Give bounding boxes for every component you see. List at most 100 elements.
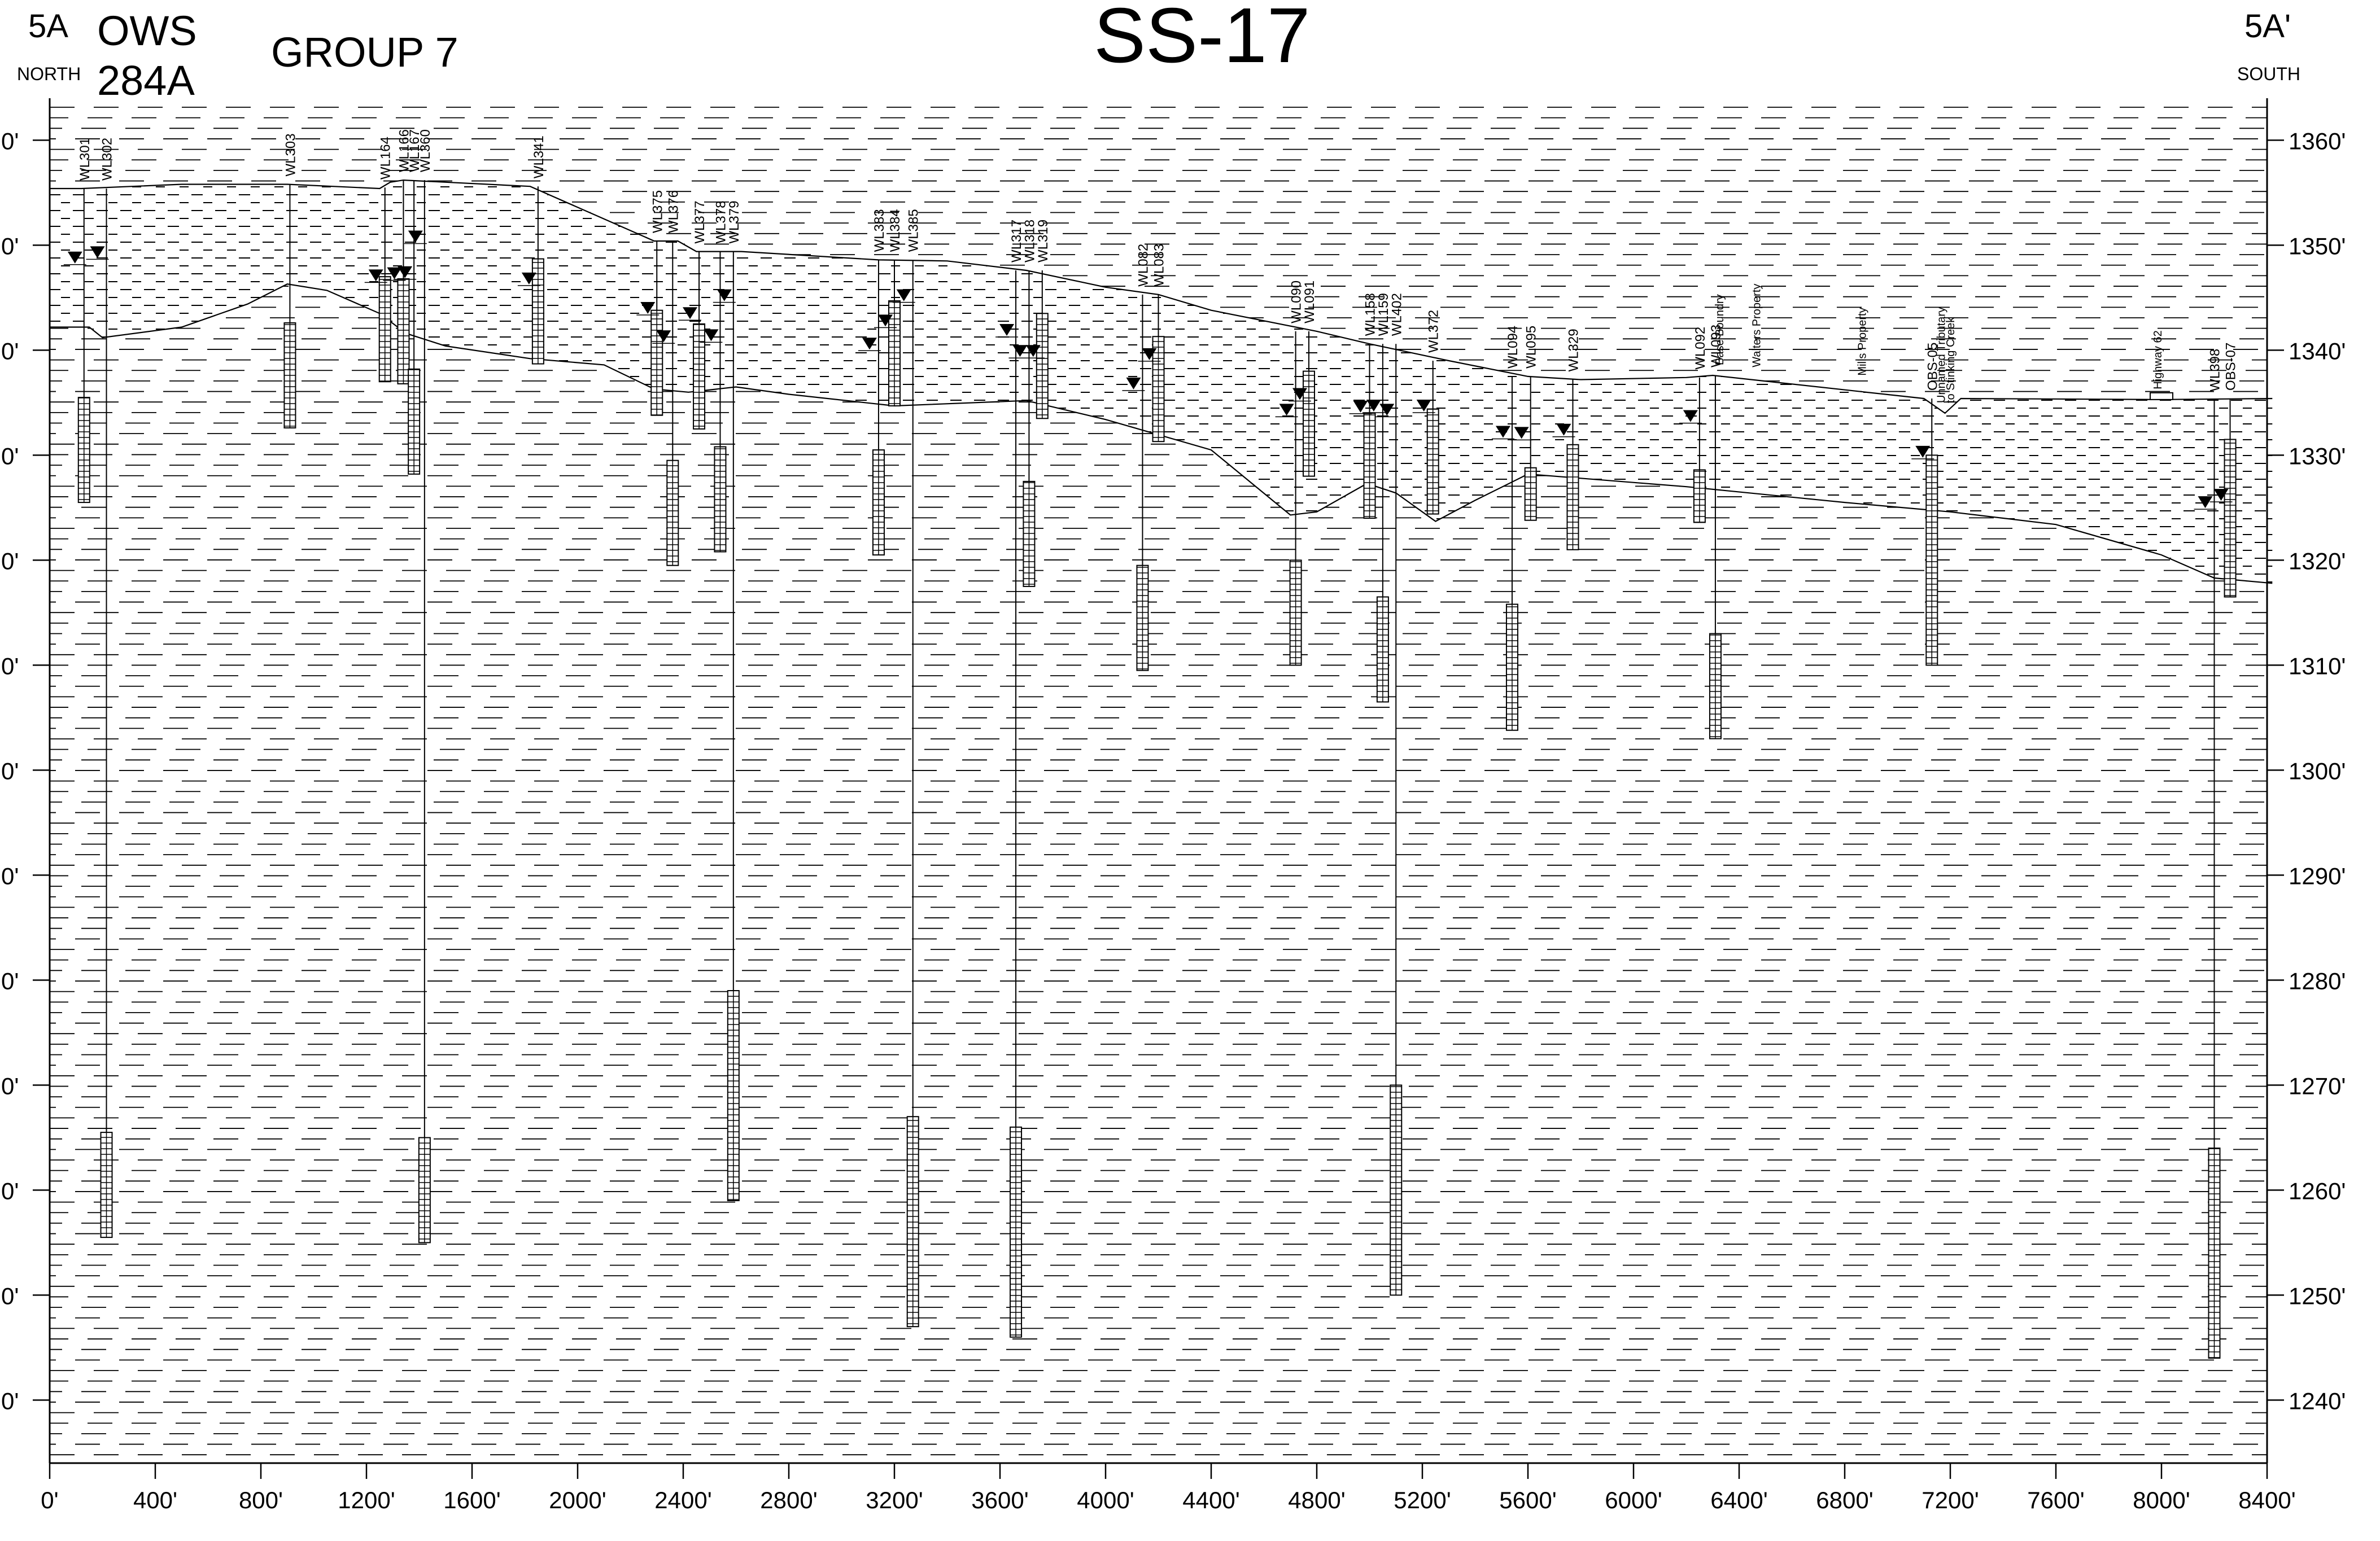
x-tick-label: 400': [133, 1487, 177, 1513]
water-level-marker: [896, 289, 911, 301]
water-level-marker: [2198, 496, 2213, 509]
well: WL372: [1412, 310, 1442, 515]
annotation: Highway 62: [2152, 330, 2164, 389]
well-label: WL302: [100, 138, 115, 181]
well: WL095: [1510, 326, 1539, 521]
x-tick-label: 7600': [2027, 1487, 2084, 1513]
well-label: WL329: [1566, 329, 1582, 371]
annotation: Base Boundry: [1714, 294, 1726, 365]
water-level-marker: [408, 230, 423, 243]
water-level-marker: [1279, 404, 1294, 416]
x-tick-label: 3600': [971, 1487, 1028, 1513]
well: WL377: [679, 201, 708, 430]
well: WL385: [892, 209, 922, 1328]
well-label: WL158: [1363, 293, 1378, 336]
x-tick-label: 6800': [1816, 1487, 1873, 1513]
well: WL094: [1491, 326, 1521, 731]
water-level-marker: [640, 302, 656, 314]
water-level-marker: [1025, 345, 1041, 357]
x-tick-label: 4800': [1288, 1487, 1345, 1513]
section-end-label: 5A': [2244, 8, 2291, 45]
water-level-marker: [521, 272, 536, 284]
well-label: OBS-07: [2224, 343, 2239, 391]
annotations: Base Boundry Walters Property Mills Proper…: [1714, 284, 2173, 403]
water-level-marker: [1379, 404, 1395, 416]
water-level-marker: [1012, 345, 1028, 357]
well: WL083: [1138, 244, 1167, 443]
x-tick-label: 5200': [1394, 1487, 1451, 1513]
well: WL302: [86, 138, 115, 1238]
well: WL383: [858, 209, 887, 556]
annotation: Mills Property: [1856, 307, 1868, 375]
well: WL164: [364, 137, 394, 383]
water-level-marker: [1292, 388, 1307, 400]
y-tick-label-right: 1250': [2289, 1282, 2346, 1309]
x-tick-label: 6000': [1605, 1487, 1662, 1513]
water-level-marker: [656, 330, 671, 343]
x-tick-label: 1200': [338, 1487, 395, 1513]
axes: 1360' 0' 1350' 0' 1340' 0' 1330' 0' 1320' 0' 1310'…: [1, 98, 2346, 1513]
annotation: to Stinking Creek: [1945, 317, 1957, 403]
well-label: WL083: [1152, 244, 1167, 287]
annotation: Walters Property: [1750, 284, 1763, 367]
water-level-marker: [1915, 445, 1931, 458]
y-tick-label-left: 0': [1, 1177, 19, 1204]
y-tick-label-left: 0': [1, 863, 19, 889]
well-label: WL092: [1693, 327, 1708, 370]
well-label: WL091: [1302, 281, 1317, 323]
x-tick-label: 0': [41, 1487, 58, 1513]
water-level-marker: [1142, 348, 1157, 360]
well: WL319: [1021, 220, 1051, 419]
well-label: WL164: [378, 137, 394, 180]
water-level-marker: [717, 289, 732, 301]
water-level-marker: [878, 314, 893, 327]
main-title: SS-17: [1094, 0, 1311, 79]
well-label: WL385: [906, 209, 922, 252]
group-label: GROUP 7: [271, 29, 458, 76]
y-tick-label-left: 0': [1, 338, 19, 364]
well-label: WL375: [650, 190, 665, 233]
annotation: Unnamed Tributary: [1936, 307, 1948, 403]
x-tick-label: 2800': [760, 1487, 817, 1513]
y-tick-label-right: 1290': [2289, 863, 2346, 889]
y-tick-label-left: 0': [1, 128, 19, 154]
well-label: WL384: [888, 209, 903, 252]
well: WL317: [995, 220, 1024, 1338]
well-label: WL379: [727, 201, 742, 244]
south-direction-label: SOUTH: [2237, 64, 2300, 84]
water-level-marker: [1683, 410, 1698, 422]
x-tick-label: 2000': [549, 1487, 606, 1513]
well-label: WL093: [1709, 325, 1724, 367]
well: WL402: [1375, 293, 1404, 1296]
x-tick-label: 8000': [2133, 1487, 2190, 1513]
water-level-marker: [90, 246, 105, 259]
well: WL360: [404, 129, 433, 1244]
annotation-label: Highway 62: [2152, 330, 2164, 389]
annotation-label: to Stinking Creek: [1945, 317, 1957, 403]
x-tick-label: 7200': [1922, 1487, 1979, 1513]
water-level-marker: [398, 266, 413, 278]
well-label: WL398: [2208, 349, 2223, 392]
water-level-marker: [387, 267, 402, 279]
x-tick-label: 5600': [1499, 1487, 1556, 1513]
water-level-marker: [1366, 399, 1381, 411]
ows-label: OWS: [97, 7, 197, 54]
water-level-marker: [999, 324, 1015, 336]
y-tick-label-left: 0': [1, 548, 19, 574]
well: WL301: [63, 138, 93, 504]
well-label: WL167: [407, 129, 422, 172]
well: WL093: [1709, 325, 1724, 739]
well: WL092: [1679, 327, 1708, 523]
water-level-marker: [704, 329, 719, 342]
annotation-label: Walters Property: [1750, 284, 1763, 367]
well: WL398: [2194, 349, 2223, 1359]
annotation-label: Base Boundry: [1714, 294, 1726, 365]
water-level-marker: [683, 307, 698, 319]
y-tick-label-right: 1330': [2289, 443, 2346, 469]
y-tick-label-right: 1300': [2289, 758, 2346, 784]
well: OBS-05: [1911, 343, 1940, 666]
annotation-label: Unnamed Tributary: [1936, 307, 1948, 403]
well-label: WL317: [1009, 220, 1024, 262]
